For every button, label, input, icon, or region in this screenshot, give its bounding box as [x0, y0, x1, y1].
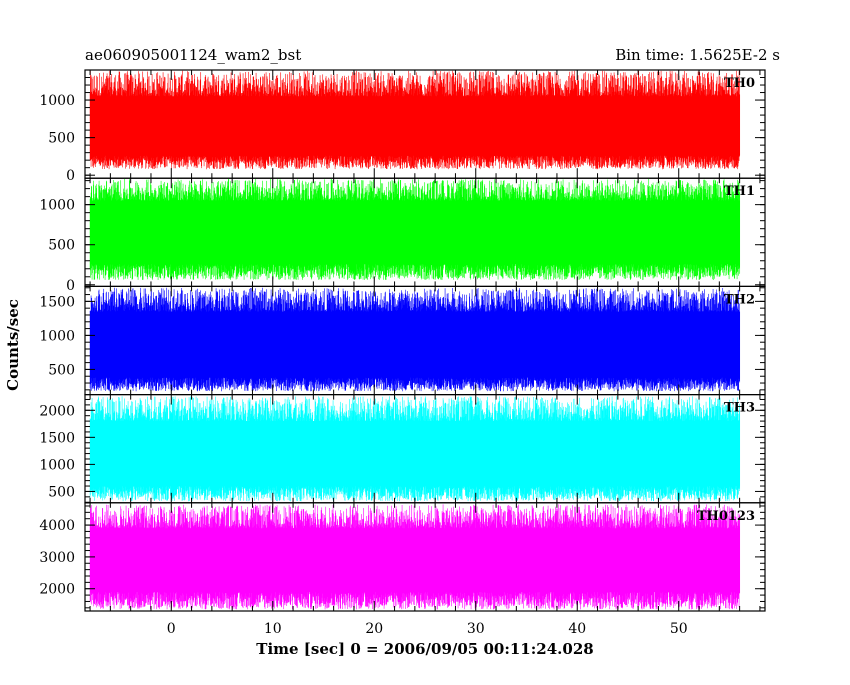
series-core-th0123	[90, 530, 740, 589]
panel-label-th0: TH0	[724, 76, 755, 91]
y-tick-label: 1500	[39, 294, 75, 310]
x-tick-label: 0	[167, 621, 176, 637]
panel-label-th3: TH3	[724, 401, 755, 416]
y-tick-label: 2000	[39, 403, 75, 419]
x-tick-label: 10	[264, 621, 282, 637]
y-tick-label: 3000	[39, 550, 75, 566]
y-tick-label: 500	[48, 484, 75, 500]
y-tick-label: 1000	[39, 457, 75, 473]
y-tick-label: 1000	[39, 93, 75, 109]
y-tick-label: 500	[48, 362, 75, 378]
panel-th2: 500 1000 1500 TH2	[39, 285, 766, 396]
panel-label-th2: TH2	[724, 292, 755, 307]
y-tick-label: 1000	[39, 328, 75, 344]
y-tick-label: 4000	[39, 518, 75, 534]
x-tick-label: 20	[365, 621, 383, 637]
series-core-th2	[90, 313, 740, 377]
series-core-th3	[90, 423, 740, 485]
panel-label-th1: TH1	[724, 184, 755, 199]
panel-label-th0123: TH0123	[697, 509, 755, 524]
x-tick-label: 40	[568, 621, 586, 637]
x-tick-label: 30	[467, 621, 485, 637]
x-tick-label: 50	[670, 621, 688, 637]
y-tick-label: 2000	[39, 582, 75, 598]
y-axis-label: Counts/sec	[4, 299, 22, 391]
y-tick-label: 0	[66, 278, 75, 294]
panel-th0123: 2000 3000 4000 TH0123	[39, 502, 766, 612]
y-tick-label: 500	[48, 131, 75, 147]
chart-subtitle: Bin time: 1.5625E-2 s	[615, 46, 780, 64]
series-core-th1	[90, 202, 740, 263]
panel-th1: 0 500 1000 TH1	[39, 177, 766, 294]
panel-th3: 500 1000 1500 2000 TH3	[39, 394, 766, 504]
series-core-th0	[90, 97, 740, 155]
panel-th0: 0 500 1000 TH0	[39, 69, 766, 184]
y-tick-label: 1000	[39, 198, 75, 214]
y-tick-label: 1500	[39, 430, 75, 446]
chart-title: ae060905001124_wam2_bst	[85, 46, 301, 64]
x-axis-label: Time [sec] 0 = 2006/09/05 00:11:24.028	[256, 640, 593, 658]
y-tick-label: 0	[66, 168, 75, 184]
y-tick-label: 500	[48, 238, 75, 254]
